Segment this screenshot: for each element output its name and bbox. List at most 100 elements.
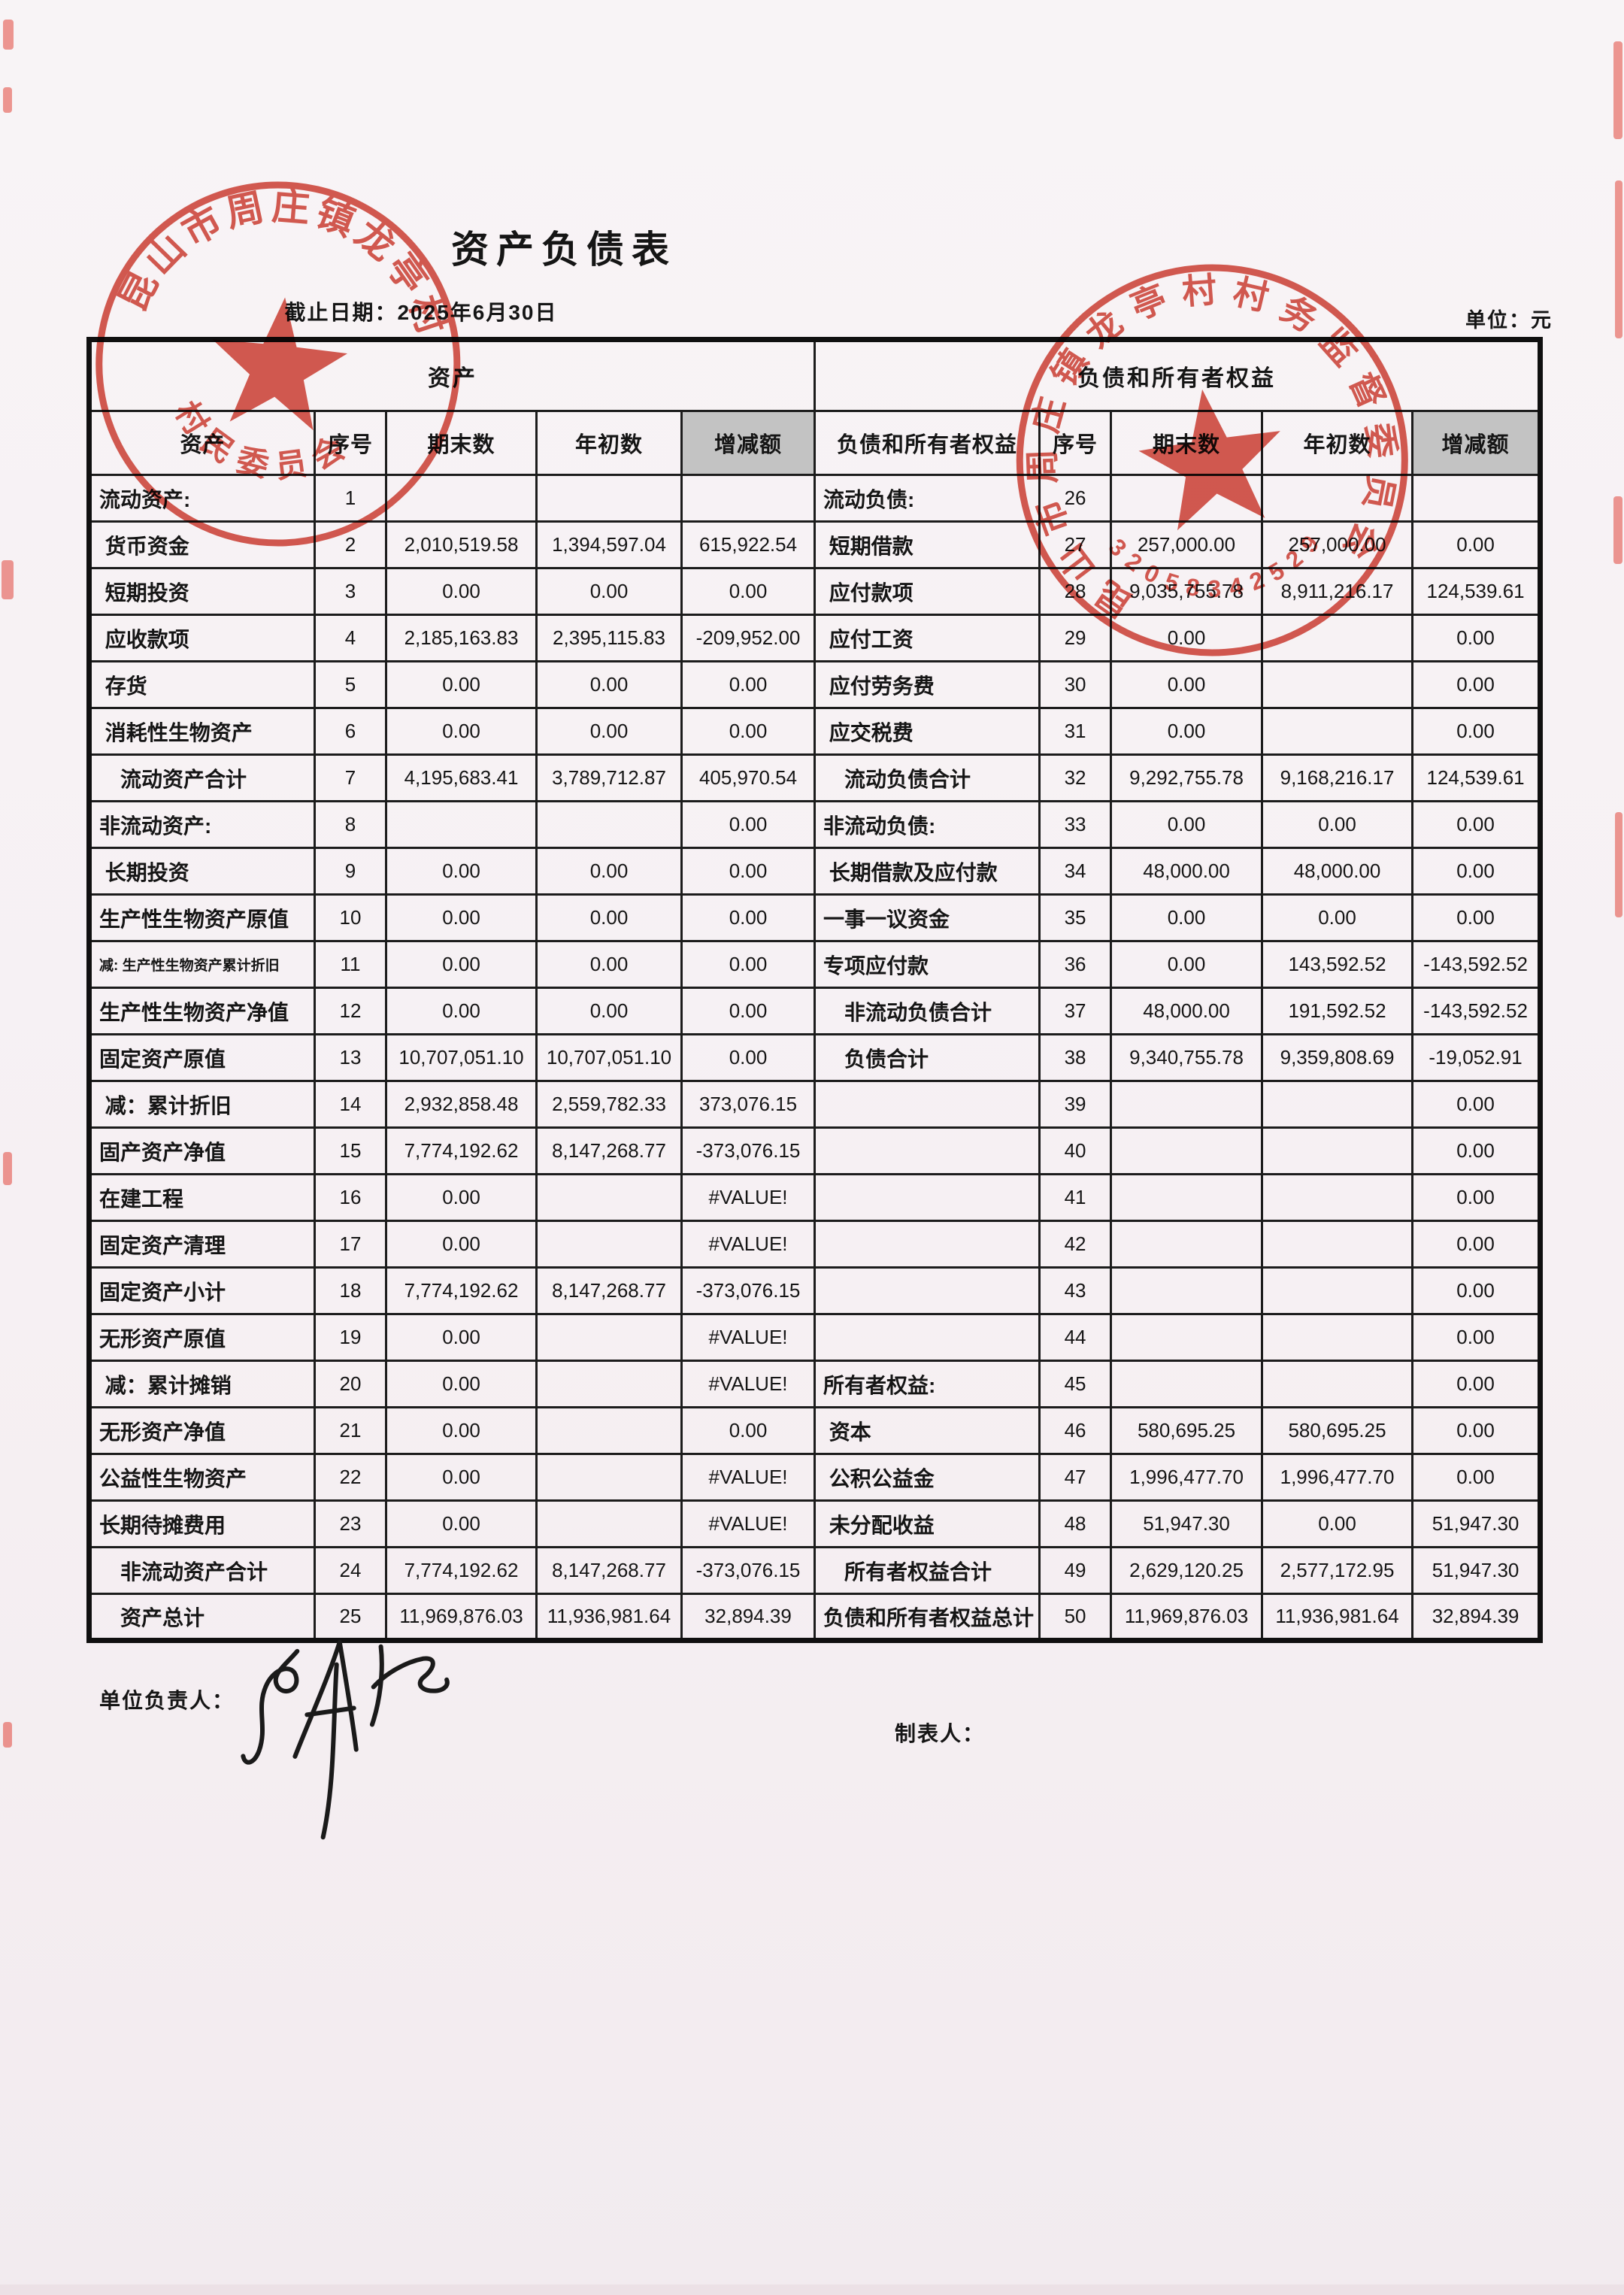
asset-ending-cell: 0.00	[385, 660, 538, 709]
asset-change-cell: 0.00	[680, 567, 817, 616]
asset-ending-cell: 2,185,163.83	[385, 614, 538, 662]
liability-no-column-header: 序号	[1038, 410, 1113, 476]
currency-unit-label: 单位：元	[1465, 309, 1553, 332]
asset-no-cell: 20	[314, 1360, 387, 1408]
table-row: 减: 生产性生物资产累计折旧 11 0.00 0.00 0.00 专项应付款 36 0.00 1…	[88, 940, 1542, 989]
liability-label-column-header: 负债和所有者权益	[814, 410, 1041, 476]
asset-change-cell: 0.00	[680, 660, 817, 709]
table-row: 固定资产小计 18 7,774,192.62 8,147,268.77 -373,076…	[88, 1266, 1542, 1315]
liability-no-cell: 48	[1038, 1499, 1113, 1548]
asset-beginning-cell: 1,394,597.04	[535, 520, 683, 569]
liability-label-cell: 所有者权益:	[814, 1360, 1041, 1408]
page-title: 资产负债表	[451, 229, 677, 271]
table-row: 长期投资 9 0.00 0.00 0.00 长期借款及应付款 34 48,000.00 48,…	[88, 847, 1542, 896]
liability-ending-cell	[1110, 1220, 1264, 1269]
asset-change-cell	[680, 474, 817, 523]
liability-label-cell: 公积公益金	[814, 1453, 1041, 1502]
asset-label-cell: 消耗性生物资产	[88, 707, 316, 756]
liability-no-cell: 37	[1038, 987, 1113, 1035]
table-row: 流动资产合计 7 4,195,683.41 3,789,712.87 405,970.5…	[88, 753, 1542, 802]
liability-beginning-cell	[1261, 614, 1414, 662]
liability-no-cell: 46	[1038, 1406, 1113, 1455]
asset-label-cell: 短期投资	[88, 567, 316, 616]
liability-label-cell: 未分配收益	[814, 1499, 1041, 1548]
liability-beginning-cell	[1261, 660, 1414, 709]
asset-change-cell: 405,970.54	[680, 753, 817, 802]
asset-beginning-cell	[535, 800, 683, 849]
asset-beginning-cell: 8,147,268.77	[535, 1546, 683, 1595]
asset-no-cell: 18	[314, 1266, 387, 1315]
asset-label-cell: 减：累计折旧	[88, 1080, 316, 1129]
asset-no-cell: 12	[314, 987, 387, 1035]
liability-no-cell: 27	[1038, 520, 1113, 569]
liability-no-cell: 36	[1038, 940, 1113, 989]
asset-label-cell: 存货	[88, 660, 316, 709]
signature-scribble	[241, 1639, 450, 1840]
asset-change-cell: -373,076.15	[680, 1266, 817, 1315]
liability-beginning-cell: 257,000.00	[1261, 520, 1414, 569]
asset-no-cell: 23	[314, 1499, 387, 1548]
asset-beginning-cell: 10,707,051.10	[535, 1033, 683, 1082]
asset-no-cell: 21	[314, 1406, 387, 1455]
liability-no-cell: 29	[1038, 614, 1113, 662]
liability-label-cell: 应付工资	[814, 614, 1041, 662]
asset-beginning-cell: 0.00	[535, 940, 683, 989]
asset-beginning-cell	[535, 1360, 683, 1408]
asset-beginning-cell: 0.00	[535, 893, 683, 942]
table-row: 无形资产净值 21 0.00 0.00 资本 46 580,695.25 580,695.2…	[88, 1406, 1542, 1455]
asset-change-cell: #VALUE!	[680, 1453, 817, 1502]
liability-label-cell: 所有者权益合计	[814, 1546, 1041, 1595]
liability-beginning-cell	[1261, 1173, 1414, 1222]
liability-beginning-cell: 0.00	[1261, 1499, 1414, 1548]
liability-ending-cell: 9,292,755.78	[1110, 753, 1264, 802]
asset-no-cell: 17	[314, 1220, 387, 1269]
liability-label-cell: 长期借款及应付款	[814, 847, 1041, 896]
asset-beginning-cell	[535, 1406, 683, 1455]
liability-ending-cell: 48,000.00	[1110, 987, 1264, 1035]
asset-label-cell: 减: 生产性生物资产累计折旧	[88, 940, 316, 989]
asset-no-cell: 10	[314, 893, 387, 942]
liability-change-cell	[1411, 474, 1542, 523]
liability-label-cell	[814, 1126, 1041, 1175]
asset-beginning-cell: 0.00	[535, 660, 683, 709]
table-row: 无形资产原值 19 0.00 #VALUE! 44 0.00	[88, 1313, 1542, 1362]
liability-beginning-cell	[1261, 1266, 1414, 1315]
liability-ending-cell: 9,035,755.78	[1110, 567, 1264, 616]
asset-beginning-cell	[535, 1313, 683, 1362]
liability-label-cell	[814, 1080, 1041, 1129]
preparer-label: 制表人：	[895, 1722, 986, 1745]
asset-ending-cell: 0.00	[385, 1220, 538, 1269]
asset-no-cell: 4	[314, 614, 387, 662]
liability-no-cell: 35	[1038, 893, 1113, 942]
liability-ending-cell	[1110, 1360, 1264, 1408]
asset-ending-cell: 0.00	[385, 1499, 538, 1548]
asset-label-cell: 流动资产:	[88, 474, 316, 523]
asset-ending-cell: 2,932,858.48	[385, 1080, 538, 1129]
liability-no-cell: 32	[1038, 753, 1113, 802]
liability-no-cell: 44	[1038, 1313, 1113, 1362]
asset-label-column-header: 资产	[88, 410, 316, 476]
liability-label-cell: 流动负债合计	[814, 753, 1041, 802]
table-row: 减：累计折旧 14 2,932,858.48 2,559,782.33 373,076.…	[88, 1080, 1542, 1129]
asset-change-column-header: 增减额	[680, 410, 817, 476]
asset-label-cell: 非流动资产合计	[88, 1546, 316, 1595]
asset-ending-column-header: 期末数	[385, 410, 538, 476]
asset-no-cell: 24	[314, 1546, 387, 1595]
table-row: 流动资产: 1 流动负债: 26	[88, 474, 1542, 523]
liability-ending-column-header: 期末数	[1110, 410, 1264, 476]
liability-no-cell: 45	[1038, 1360, 1113, 1408]
liability-ending-cell: 48,000.00	[1110, 847, 1264, 896]
table-row: 短期投资 3 0.00 0.00 0.00 应付款项 28 9,035,755.78 8,91…	[88, 567, 1542, 616]
liability-ending-cell	[1110, 1173, 1264, 1222]
liability-label-cell: 资本	[814, 1406, 1041, 1455]
asset-no-cell: 14	[314, 1080, 387, 1129]
liability-no-cell: 49	[1038, 1546, 1113, 1595]
liability-ending-cell	[1110, 1126, 1264, 1175]
liability-beginning-cell: 143,592.52	[1261, 940, 1414, 989]
liability-change-cell: 32,894.39	[1411, 1593, 1542, 1642]
asset-label-cell: 货币资金	[88, 520, 316, 569]
asset-label-cell: 资产总计	[88, 1593, 316, 1642]
asset-label-cell: 固产资产净值	[88, 1126, 316, 1175]
liability-label-cell: 负债和所有者权益总计	[814, 1593, 1041, 1642]
liability-change-cell: 124,539.61	[1411, 567, 1542, 616]
